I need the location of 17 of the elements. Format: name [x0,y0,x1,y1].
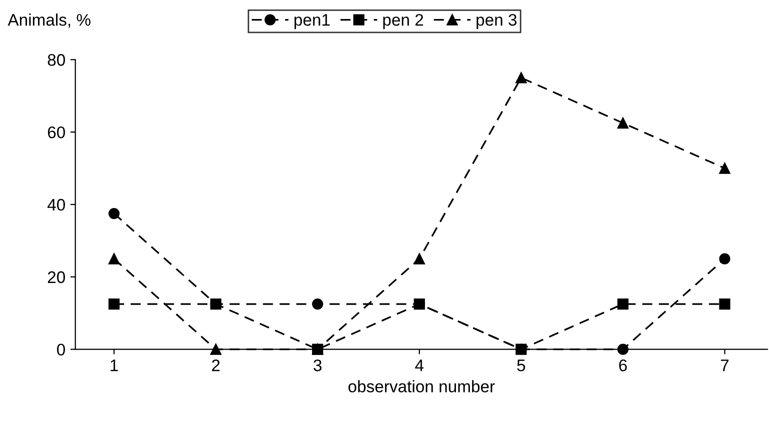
x-tick-label: 5 [517,360,526,372]
x-tick-label: 7 [720,360,729,372]
y-tick-label: 20 [48,271,65,284]
x-tick-label: 3 [314,359,322,372]
legend-label: pen 2 [383,14,424,30]
y-tick-label: 40 [47,198,65,211]
legend-label: pen1 [294,14,330,30]
legend-label: pen 3 [476,14,517,30]
y-tick-label: 80 [48,54,65,66]
y-axis-title: Animals, % [8,14,90,28]
y-tick-label: 60 [48,126,65,138]
x-tick-label: 6 [619,359,627,372]
x-tick-label: 2 [212,359,220,372]
x-axis-title: observation number [348,380,495,392]
y-tick-label: 0 [57,344,65,356]
x-tick-label: 4 [415,360,424,372]
x-tick-label: 1 [110,360,118,372]
